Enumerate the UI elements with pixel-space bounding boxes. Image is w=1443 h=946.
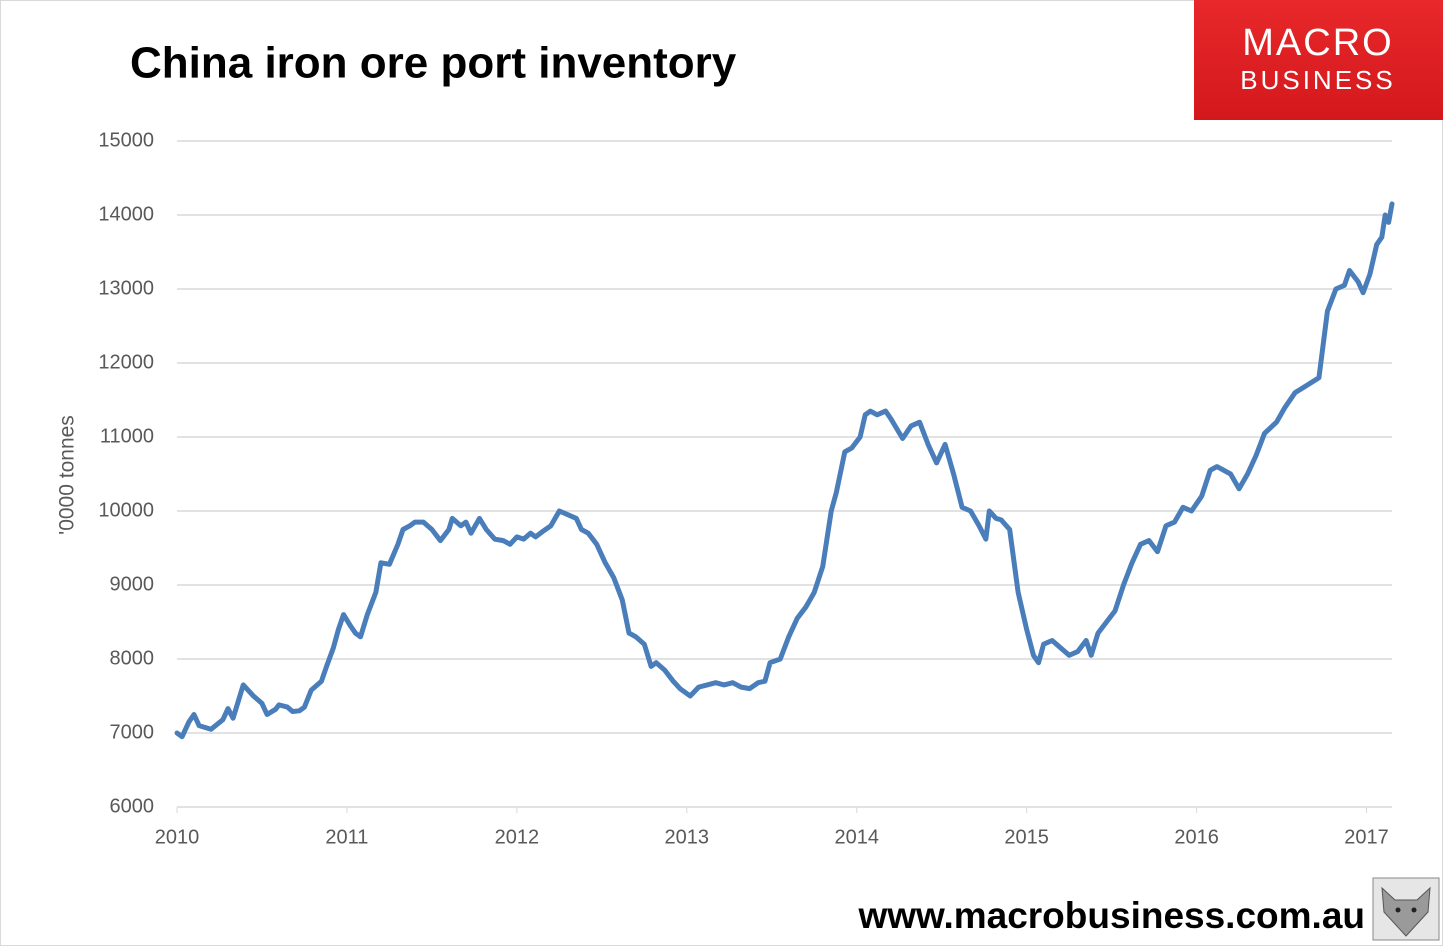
- x-tick-label: 2010: [155, 826, 200, 848]
- data-line: [174, 201, 1395, 740]
- footer-url: www.macrobusiness.com.au: [857, 895, 1365, 936]
- x-tick-label: 2013: [665, 826, 710, 848]
- x-tick-label: 2014: [834, 826, 879, 848]
- y-tick-label: 12000: [98, 351, 154, 373]
- y-tick-label: 14000: [98, 203, 154, 225]
- x-tick-label: 2016: [1174, 826, 1219, 848]
- y-tick-label: 15000: [98, 129, 154, 151]
- x-tick-label: 2011: [325, 826, 368, 848]
- y-tick-label: 13000: [98, 277, 154, 299]
- x-tick-label: 2015: [1004, 826, 1049, 848]
- chart-title: China iron ore port inventory: [130, 39, 737, 88]
- y-tick-label: 8000: [110, 647, 155, 669]
- x-tick-label: 2012: [495, 826, 540, 848]
- y-tick-label: 11000: [100, 425, 154, 447]
- y-tick-label: 6000: [110, 795, 155, 817]
- y-tick-label: 9000: [110, 573, 155, 595]
- y-tick-label: 7000: [110, 721, 155, 743]
- logo-text: BUSINESS: [1240, 65, 1396, 95]
- logo-box: [1194, 0, 1443, 120]
- x-tick-label: 2017: [1344, 826, 1389, 848]
- wolf-icon: [1372, 877, 1440, 941]
- y-axis-label: '0000 tonnes: [56, 415, 79, 535]
- logo-text: MACRO: [1242, 22, 1393, 64]
- y-tick-label: 10000: [98, 499, 154, 521]
